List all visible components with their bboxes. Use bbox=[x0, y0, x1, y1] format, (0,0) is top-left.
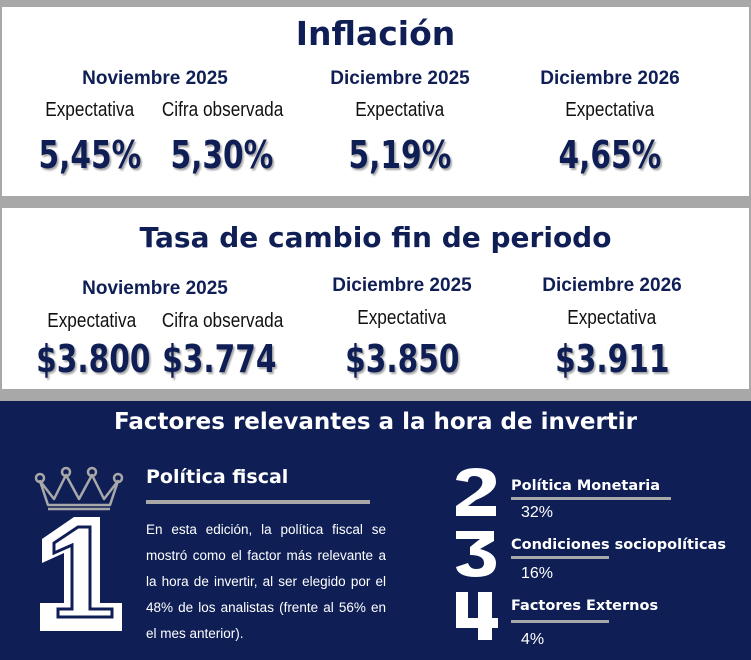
tasa-nov-period: Noviembre 2025 bbox=[82, 278, 228, 299]
inflacion-nov-obs-label: Cifra observada bbox=[162, 99, 284, 121]
factores-title: Factores relevantes a la hora de inverti… bbox=[113, 409, 638, 435]
top-divider bbox=[0, 0, 751, 7]
tasa-dic26-period: Diciembre 2026 bbox=[542, 275, 682, 296]
inflacion-dic25-value: 5,19% bbox=[348, 133, 452, 177]
factores-panel bbox=[0, 401, 751, 660]
tasa-dic26-label: Expectativa bbox=[567, 307, 657, 329]
rank-3-underline bbox=[511, 556, 609, 559]
inflacion-title: Inflación bbox=[295, 14, 456, 53]
rank-2-numeral bbox=[456, 468, 496, 516]
rank-3-numeral bbox=[456, 531, 496, 577]
first-factor-title: Política fiscal bbox=[146, 466, 289, 488]
inflacion-dic26-period: Diciembre 2026 bbox=[540, 68, 680, 89]
tasa-nov-obs-label: Cifra observada bbox=[162, 310, 284, 332]
inflacion-dic26-label: Expectativa bbox=[565, 99, 655, 121]
rank-4-numeral bbox=[456, 592, 498, 640]
inflacion-nov-period: Noviembre 2025 bbox=[82, 68, 228, 89]
right-border bbox=[749, 0, 751, 390]
rank-2-value: 32% bbox=[521, 504, 554, 521]
bottom-divider bbox=[0, 389, 751, 401]
first-factor-text: En esta edición, la política fiscal se m… bbox=[146, 522, 386, 641]
tasa-nov-exp-value: $3.800 bbox=[36, 337, 151, 381]
rank-3-value: 16% bbox=[521, 565, 554, 582]
inflacion-nov-exp-label: Expectativa bbox=[45, 99, 135, 121]
rank-4-title: Factores Externos bbox=[511, 598, 659, 614]
rank-4-value: 4% bbox=[521, 631, 545, 648]
tasa-title: Tasa de cambio fin de periodo bbox=[139, 221, 612, 254]
crown-icon bbox=[34, 466, 124, 511]
rank-2-underline bbox=[511, 497, 671, 500]
tasa-nov-exp-label: Expectativa bbox=[47, 310, 137, 332]
inflacion-dic25-label: Expectativa bbox=[355, 99, 445, 121]
tasa-dic25-value: $3.850 bbox=[345, 337, 460, 381]
tasa-nov-obs-value: $3.774 bbox=[162, 337, 277, 381]
middle-divider bbox=[0, 196, 751, 208]
first-factor-underline bbox=[146, 500, 370, 504]
rank-3-title: Condiciones sociopolíticas bbox=[511, 537, 726, 553]
inflacion-nov-exp-value: 5,45% bbox=[38, 133, 142, 177]
inflacion-nov-obs-value: 5,30% bbox=[170, 133, 274, 177]
inflacion-dic26-value: 4,65% bbox=[558, 133, 662, 177]
rank-1-numeral bbox=[40, 517, 122, 631]
tasa-dic25-label: Expectativa bbox=[357, 307, 447, 329]
rank-4-underline bbox=[511, 620, 609, 623]
tasa-dic25-period: Diciembre 2025 bbox=[332, 275, 472, 296]
rank-2-title: Política Monetaria bbox=[511, 478, 661, 494]
left-border bbox=[0, 0, 2, 390]
tasa-dic26-value: $3.911 bbox=[555, 337, 670, 381]
inflacion-dic25-period: Diciembre 2025 bbox=[330, 68, 470, 89]
